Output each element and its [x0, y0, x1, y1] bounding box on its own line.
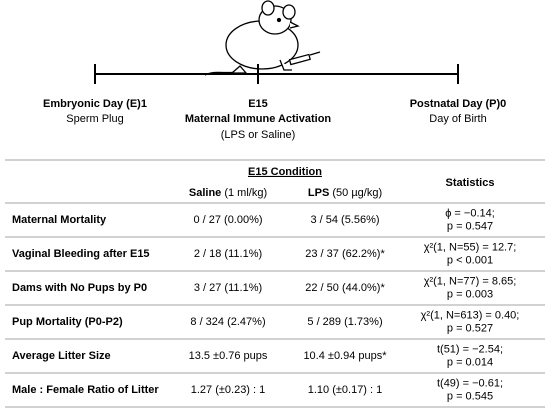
statistic: p = 0.545 — [447, 390, 493, 402]
timeline-note: (LPS or Saline) — [221, 129, 296, 141]
timeline-sublabel: Maternal Immune Activation — [185, 113, 332, 125]
lps-value: 22 / 50 (44.0%)* — [305, 282, 385, 294]
saline-value: 13.5 ±0.76 pups — [189, 350, 268, 362]
column-dose: (1 ml/kg) — [224, 187, 267, 199]
row-label: Average Litter Size — [12, 350, 111, 362]
column-header: LPS (50 µg/kg) — [308, 187, 382, 199]
stats-header: Statistics — [446, 177, 495, 189]
group-header: E15 Condition — [248, 166, 322, 178]
column-header: Saline (1 ml/kg) — [189, 187, 267, 199]
mouse-illustration — [204, 0, 321, 76]
statistic: t(49) = −0.61; — [437, 377, 503, 389]
row-label: Maternal Mortality — [12, 214, 107, 226]
statistic: χ²(1, N=77) = 8.65; — [424, 275, 517, 287]
column-name: Saline — [189, 187, 221, 199]
saline-value: 1.27 (±0.23) : 1 — [191, 384, 266, 396]
statistic: p = 0.527 — [447, 322, 493, 334]
timeline-sublabel: Day of Birth — [429, 113, 486, 125]
row-label: Dams with No Pups by P0 — [12, 282, 147, 294]
row-label: Pup Mortality (P0-P2) — [12, 316, 123, 328]
lps-value: 5 / 289 (1.73%) — [307, 316, 382, 328]
saline-value: 3 / 27 (11.1%) — [194, 282, 262, 294]
lps-value: 3 / 54 (5.56%) — [310, 214, 379, 226]
timeline-label: Postnatal Day (P)0 — [410, 98, 507, 110]
column-dose: (50 µg/kg) — [332, 187, 382, 199]
row-label: Male : Female Ratio of Litter — [12, 384, 159, 396]
statistic: p = 0.014 — [447, 356, 493, 368]
statistic: ϕ = −0.14; — [445, 207, 495, 219]
timeline-label: Embryonic Day (E)1 — [43, 98, 147, 110]
statistic: χ²(1, N=55) = 12.7; — [424, 241, 517, 253]
saline-value: 8 / 324 (2.47%) — [190, 316, 265, 328]
statistic: χ²(1, N=613) = 0.40; — [421, 309, 520, 321]
timeline — [94, 64, 459, 84]
lps-value: 23 / 37 (62.2%)* — [305, 248, 385, 260]
timeline-sublabel: Sperm Plug — [66, 113, 123, 125]
statistic: t(51) = −2.54; — [437, 343, 503, 355]
statistic: p = 0.003 — [447, 288, 493, 300]
saline-value: 0 / 27 (0.00%) — [193, 214, 262, 226]
saline-value: 2 / 18 (11.1%) — [194, 248, 262, 260]
statistic: p < 0.001 — [447, 254, 493, 266]
lps-value: 1.10 (±0.17) : 1 — [308, 384, 383, 396]
statistic: p = 0.547 — [447, 220, 493, 232]
timeline-label: E15 — [248, 98, 268, 110]
lps-value: 10.4 ±0.94 pups* — [303, 350, 387, 362]
row-label: Vaginal Bleeding after E15 — [12, 248, 150, 260]
column-name: LPS — [308, 187, 329, 199]
